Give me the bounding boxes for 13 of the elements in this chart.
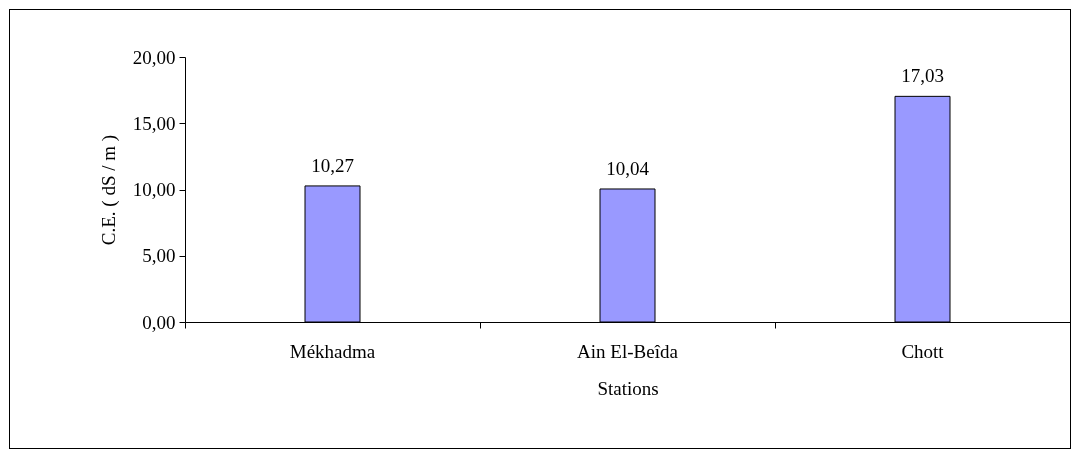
x-tick-label: Chott — [901, 340, 945, 362]
x-tick-label: Mékhadma — [289, 340, 376, 362]
y-tick-label: 5,00 — [142, 245, 176, 267]
y-tick-label: 0,00 — [142, 311, 176, 333]
data-label: 10,04 — [606, 157, 650, 179]
y-axis-title: C.E. ( dS / m ) — [97, 134, 120, 246]
x-axis-title: Stations — [597, 377, 659, 399]
y-tick-label: 20,00 — [132, 46, 176, 68]
data-label: 17,03 — [901, 65, 944, 87]
data-label: 10,27 — [311, 154, 354, 176]
y-tick-label: 15,00 — [132, 112, 176, 134]
y-tick-label: 10,00 — [132, 179, 176, 200]
x-tick-label: Ain El-Beîda — [577, 340, 679, 362]
